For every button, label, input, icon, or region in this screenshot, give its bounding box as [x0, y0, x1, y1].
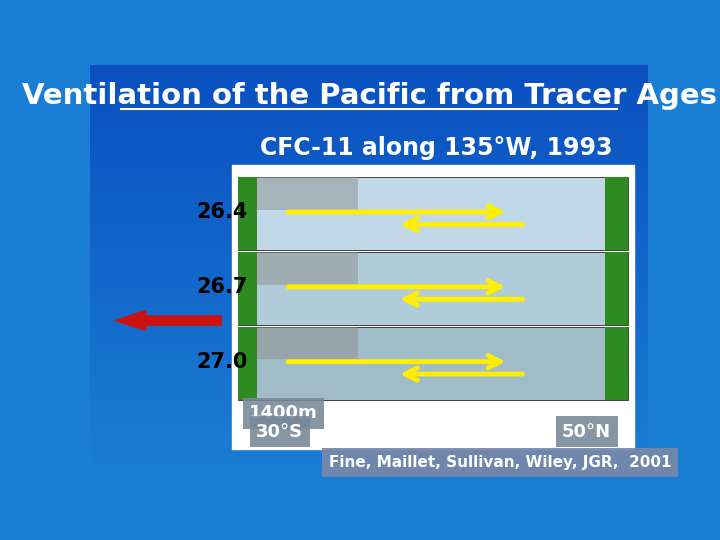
FancyBboxPatch shape	[258, 177, 358, 210]
FancyBboxPatch shape	[238, 177, 629, 250]
Text: CFC-11 along 135°W, 1993: CFC-11 along 135°W, 1993	[260, 136, 612, 160]
Text: 26.7: 26.7	[196, 277, 248, 297]
FancyBboxPatch shape	[258, 327, 358, 360]
FancyBboxPatch shape	[258, 252, 358, 285]
Text: 26.4: 26.4	[196, 202, 248, 222]
FancyBboxPatch shape	[233, 165, 634, 449]
Text: Fine, Maillet, Sullivan, Wiley, JGR,  2001: Fine, Maillet, Sullivan, Wiley, JGR, 200…	[329, 455, 671, 470]
Text: 1400m: 1400m	[249, 404, 318, 422]
Text: 27.0: 27.0	[196, 352, 248, 372]
Text: 30°S: 30°S	[256, 422, 303, 441]
FancyBboxPatch shape	[605, 177, 629, 250]
Text: Ventilation of the Pacific from Tracer Ages: Ventilation of the Pacific from Tracer A…	[22, 82, 716, 110]
FancyBboxPatch shape	[238, 177, 258, 250]
FancyBboxPatch shape	[605, 252, 629, 325]
FancyBboxPatch shape	[238, 252, 258, 325]
FancyBboxPatch shape	[605, 327, 629, 400]
Text: 50°N: 50°N	[562, 422, 611, 441]
FancyArrow shape	[115, 310, 221, 330]
FancyBboxPatch shape	[238, 327, 258, 400]
FancyBboxPatch shape	[238, 327, 629, 400]
FancyBboxPatch shape	[238, 252, 629, 325]
